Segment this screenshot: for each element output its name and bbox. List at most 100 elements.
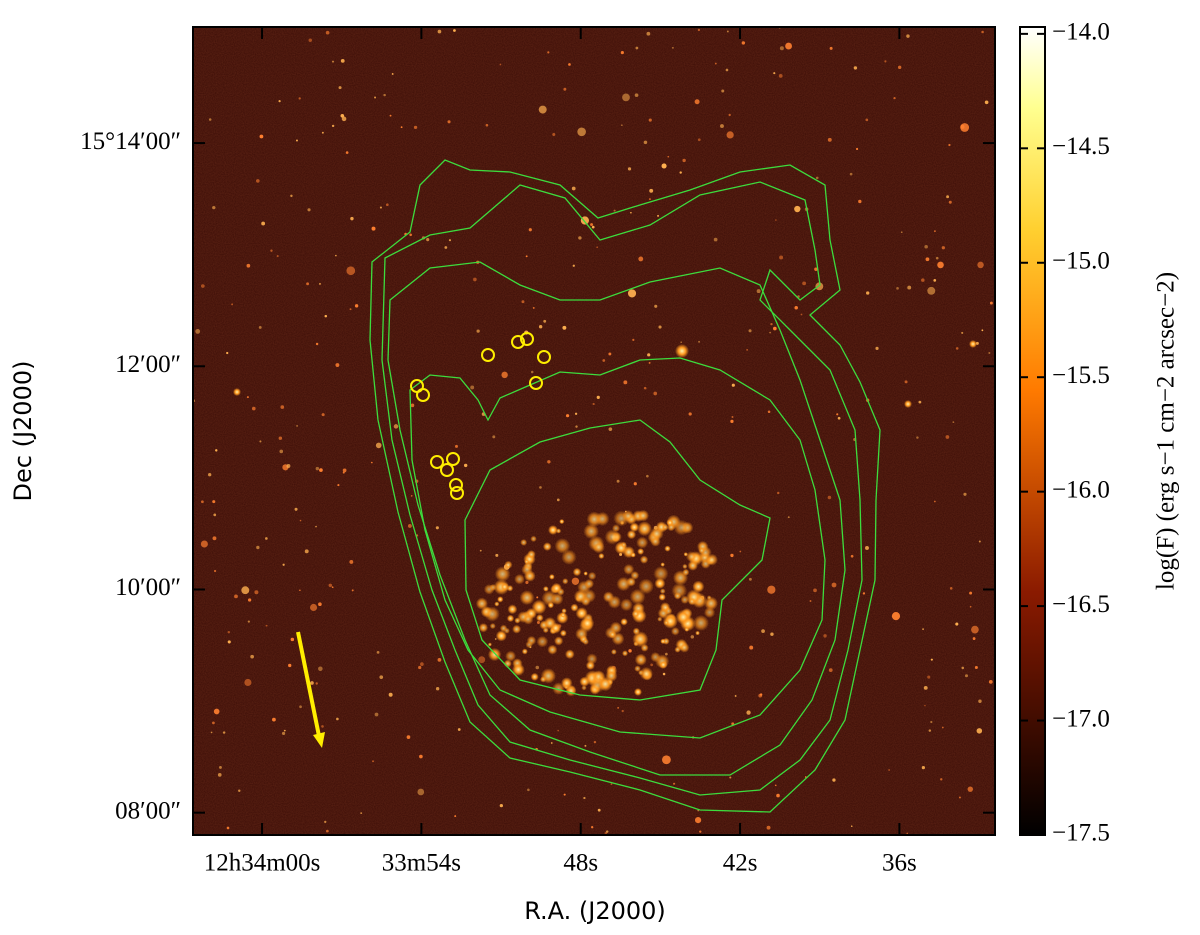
star	[862, 592, 866, 595]
star	[437, 657, 442, 662]
galaxy-knot	[666, 518, 674, 527]
star	[457, 728, 461, 731]
star	[499, 63, 502, 66]
star	[374, 712, 379, 717]
star	[815, 282, 824, 291]
star	[563, 793, 566, 796]
star	[335, 363, 340, 367]
star	[638, 256, 644, 262]
star	[521, 300, 525, 304]
star	[978, 699, 982, 703]
galaxy-knot	[526, 635, 537, 646]
star	[776, 793, 780, 798]
star	[728, 113, 731, 117]
star	[227, 640, 231, 644]
star	[955, 622, 959, 626]
star	[338, 86, 342, 90]
star	[470, 385, 475, 390]
star	[770, 632, 774, 636]
star	[336, 717, 339, 721]
star	[572, 264, 575, 267]
star	[688, 412, 692, 416]
star	[385, 203, 389, 207]
colorbar-tick-label: −14.5	[1052, 133, 1110, 160]
star	[680, 341, 683, 343]
star	[978, 540, 981, 543]
star	[350, 216, 354, 221]
star	[823, 634, 827, 638]
star	[891, 612, 901, 621]
star	[959, 796, 961, 799]
galaxy-knot	[524, 559, 530, 565]
star	[251, 406, 256, 411]
contour	[409, 357, 826, 739]
star	[552, 132, 556, 137]
galaxy-knot	[620, 618, 628, 626]
star	[729, 776, 732, 779]
star	[850, 825, 853, 828]
galaxy-knot	[670, 626, 680, 636]
star	[963, 492, 967, 496]
galaxy-knot	[638, 578, 654, 595]
star	[906, 832, 909, 835]
star	[318, 602, 322, 607]
star	[258, 325, 262, 329]
star	[952, 421, 955, 423]
star	[281, 731, 286, 736]
star	[875, 346, 879, 350]
star	[276, 255, 279, 258]
star	[288, 663, 292, 668]
star	[543, 319, 547, 323]
galaxy-knot	[512, 663, 525, 676]
star	[557, 729, 559, 732]
star	[325, 30, 330, 35]
star	[925, 257, 930, 262]
star	[315, 682, 318, 685]
star	[212, 205, 216, 210]
star	[388, 692, 393, 697]
star	[884, 60, 887, 63]
star	[331, 124, 335, 128]
galaxy-knot	[521, 648, 528, 655]
star	[672, 46, 674, 49]
star	[525, 580, 529, 585]
star	[244, 678, 252, 687]
star	[391, 73, 394, 75]
galaxy-knot	[489, 622, 496, 630]
star	[476, 329, 480, 333]
star	[213, 708, 220, 715]
star	[697, 138, 701, 142]
star	[592, 402, 595, 406]
star	[933, 278, 937, 282]
star	[713, 237, 718, 242]
star	[208, 118, 212, 121]
galaxy-knot	[583, 571, 588, 576]
galaxy-knot	[536, 614, 544, 622]
star	[904, 380, 908, 384]
star	[726, 30, 729, 33]
marker-circle	[481, 348, 495, 362]
star	[665, 652, 668, 656]
galaxy-knot	[585, 660, 595, 671]
star	[935, 256, 939, 260]
star	[961, 666, 965, 670]
star	[250, 654, 254, 659]
star	[296, 425, 298, 427]
galaxy-knot	[637, 548, 645, 555]
star	[971, 625, 979, 634]
galaxy-knot	[629, 522, 640, 532]
star	[376, 650, 380, 654]
star	[934, 230, 936, 233]
galaxy-knot	[584, 578, 595, 589]
x-tick-label: 12h34m00s	[204, 850, 321, 877]
galaxy-knot	[494, 601, 500, 607]
star	[850, 554, 854, 558]
star	[617, 706, 620, 709]
star	[597, 808, 601, 812]
star	[608, 352, 612, 356]
galaxy-knot	[673, 519, 690, 536]
star	[649, 188, 654, 193]
star	[988, 352, 991, 355]
galaxy-knot	[611, 648, 617, 655]
galaxy-knot	[653, 566, 669, 582]
